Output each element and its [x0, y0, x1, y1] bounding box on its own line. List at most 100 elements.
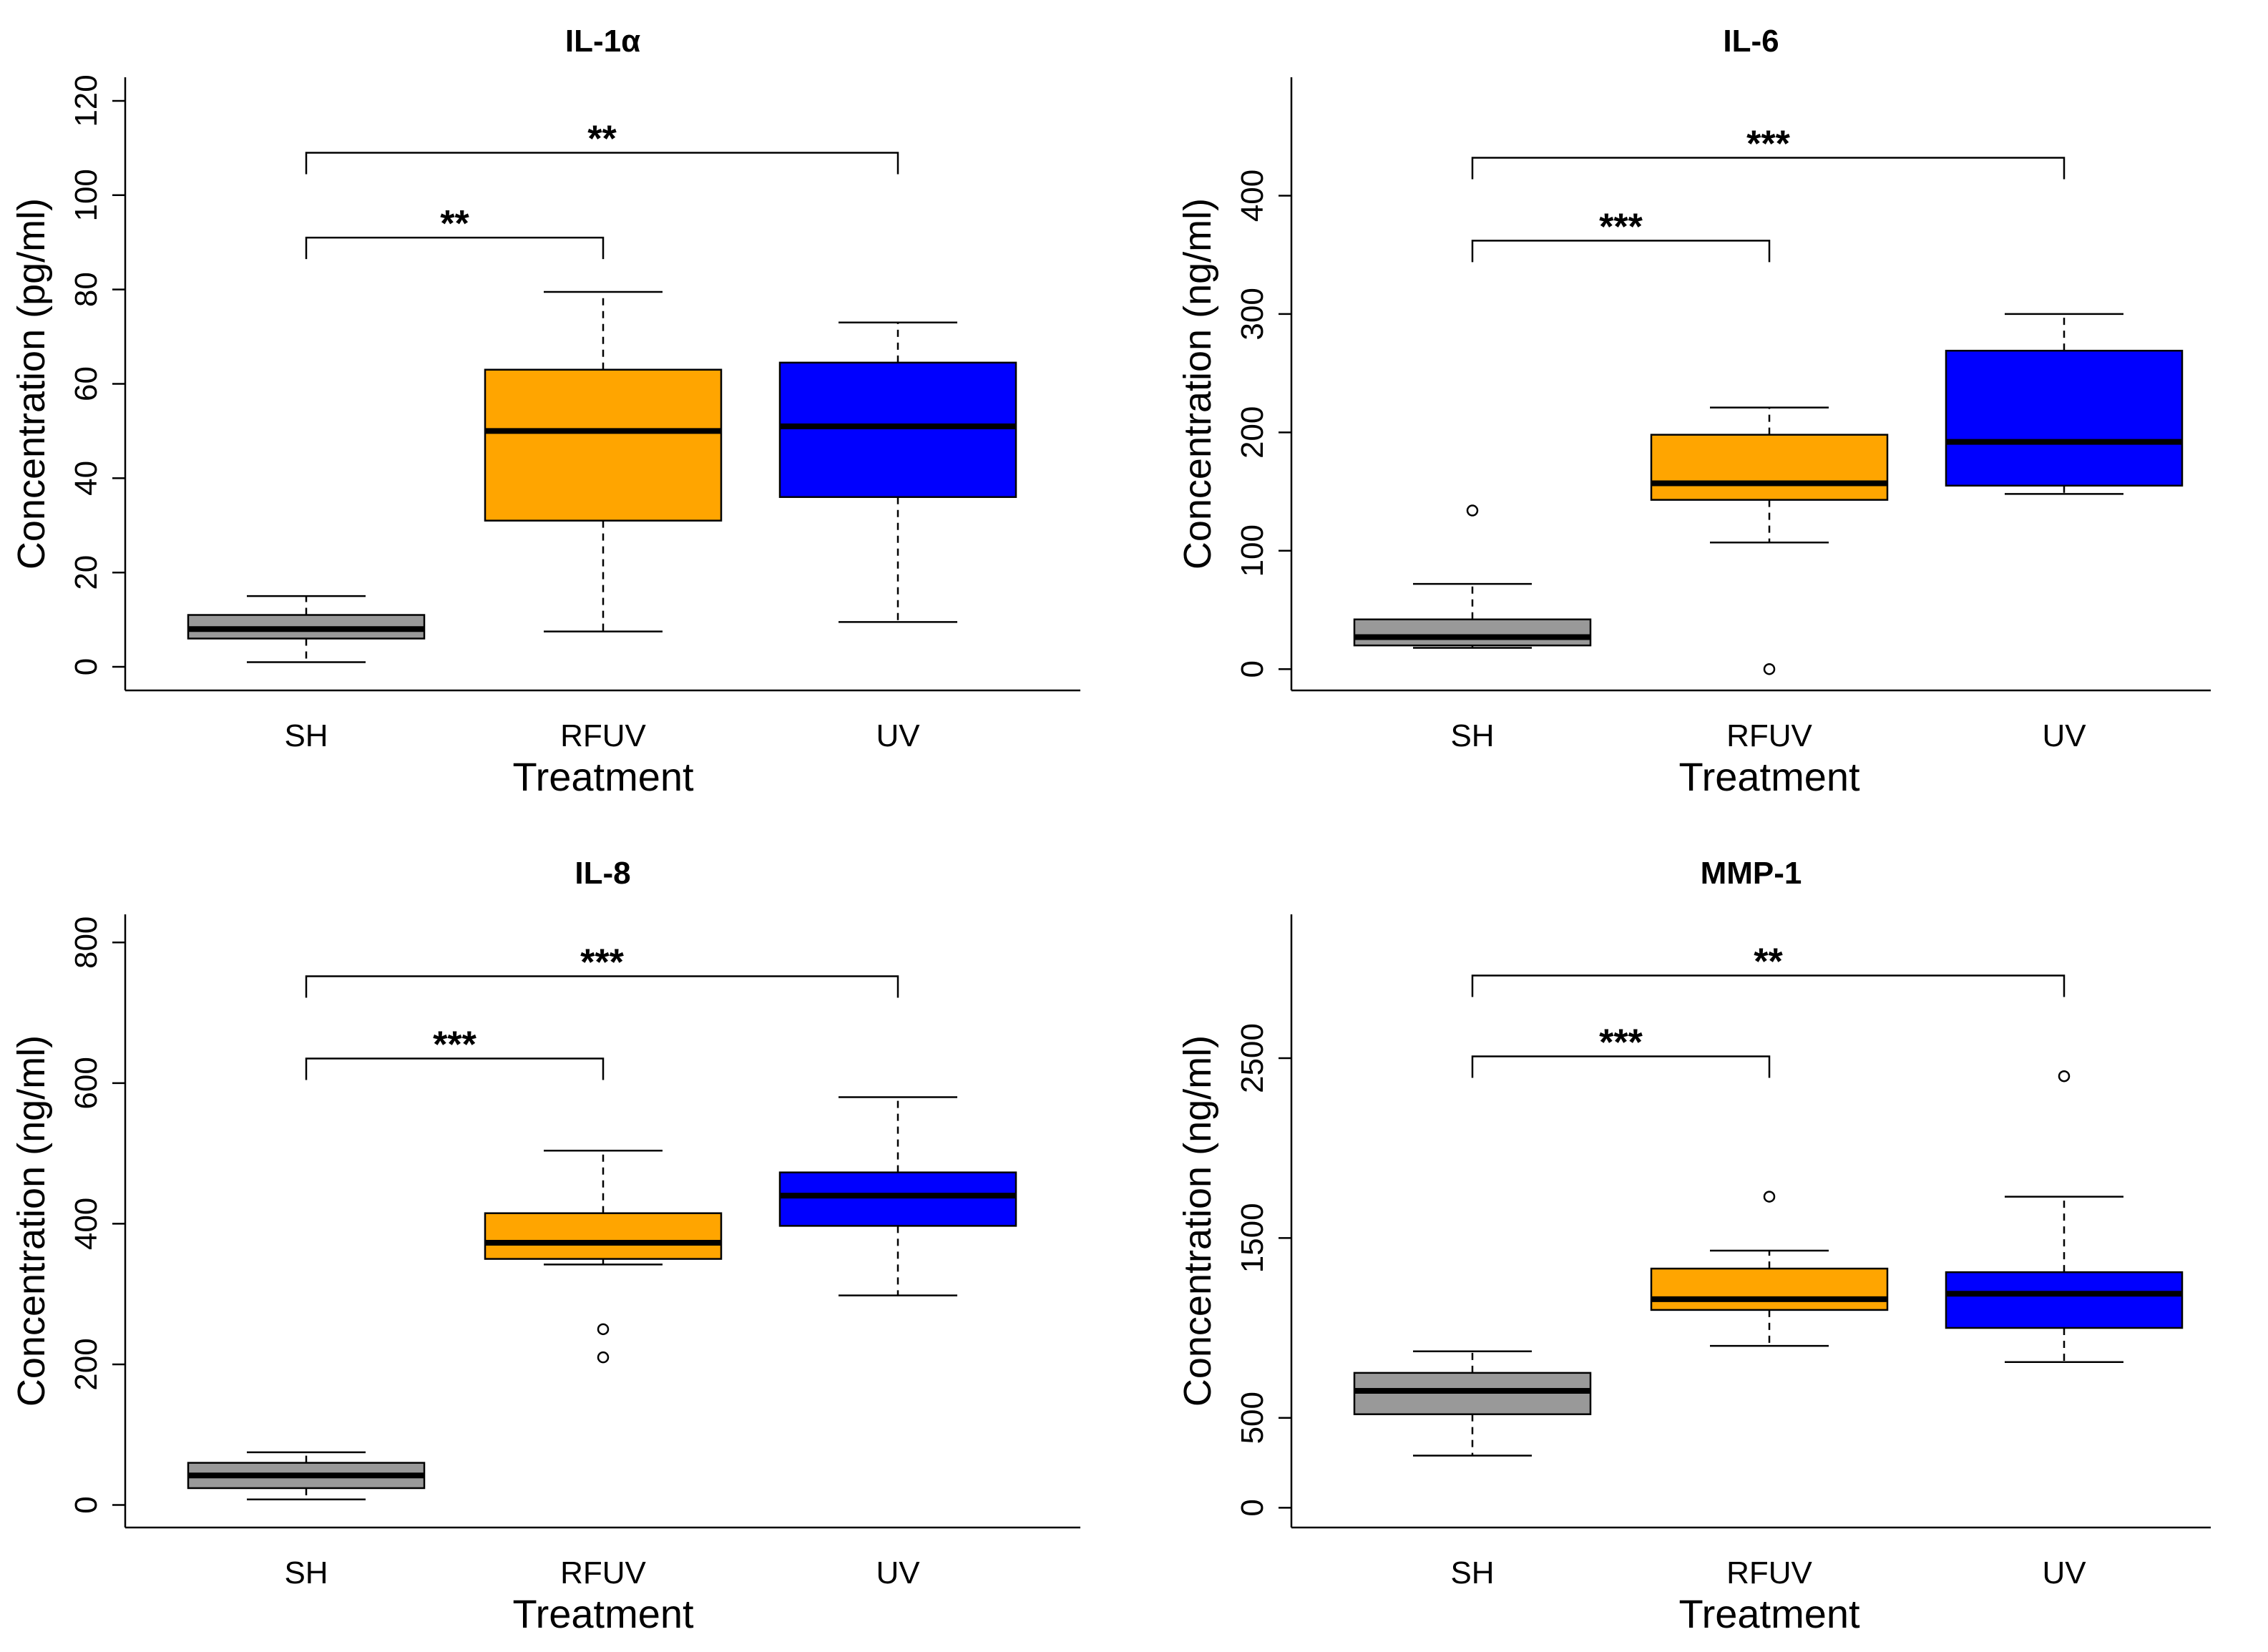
significance-label: ***: [1599, 206, 1643, 248]
x-tick-label: RFUV: [560, 1555, 646, 1590]
y-tick-label: 300: [1235, 288, 1270, 340]
x-tick-label: UV: [2042, 1555, 2086, 1590]
significance-label: ***: [433, 1024, 476, 1065]
x-tick-label: SH: [284, 718, 328, 753]
y-tick-label: 600: [69, 1057, 104, 1109]
outlier-point: [597, 1323, 610, 1336]
y-tick-label: 0: [69, 1496, 104, 1513]
y-tick-label: 100: [69, 169, 104, 221]
box-rfuv: [484, 1149, 723, 1364]
chart-title: MMP-1: [1701, 856, 1802, 891]
x-tick-label: UV: [876, 718, 920, 753]
box-rfuv: [484, 290, 723, 632]
bracket-line: [305, 1057, 605, 1080]
outlier-point: [597, 1351, 610, 1364]
box-iqr: [1945, 1271, 2184, 1329]
x-axis-label: Treatment: [512, 1591, 694, 1636]
significance-label: **: [587, 118, 617, 160]
box-sh: [1353, 504, 1592, 649]
box-iqr: [484, 1212, 723, 1260]
y-axis-label: Concentration (ng/ml): [10, 1035, 53, 1407]
box-iqr: [778, 1171, 1017, 1227]
y-tick-label: 40: [69, 461, 104, 496]
y-tick-label: 100: [1235, 524, 1270, 577]
y-tick-label: 60: [69, 366, 104, 401]
bracket-line: [305, 236, 605, 260]
box-rfuv: [1650, 1191, 1889, 1347]
bracket-line: [1471, 157, 2066, 180]
significance-bracket: **: [1471, 941, 2066, 997]
y-tick-label: 400: [69, 1198, 104, 1250]
significance-label: **: [1754, 941, 1783, 982]
bracket-line: [1471, 240, 1771, 263]
significance-label: **: [440, 203, 469, 245]
y-tick-label: 20: [69, 555, 104, 590]
box-iqr: [1353, 618, 1592, 647]
x-tick-label: SH: [1450, 718, 1494, 753]
y-tick-label: 80: [69, 272, 104, 307]
y-tick-label: 400: [1235, 170, 1270, 222]
outlier-point: [2058, 1070, 2071, 1082]
x-tick-label: UV: [876, 1555, 920, 1590]
bracket-line: [305, 975, 899, 998]
bracket-line: [1471, 1055, 1771, 1078]
chart-panel-3: IL-8 0 200 400 600 800 Concentration (ng/ml) SH…: [10, 856, 1080, 1636]
chart-panel-4: MMP-1 0 500 1500 2500 Concentration (ng/ml) SH…: [1176, 856, 2211, 1636]
chart-title: IL-8: [575, 856, 630, 891]
outlier-point: [1763, 663, 1776, 675]
box-uv: [778, 1096, 1017, 1296]
bracket-line: [1471, 974, 2066, 997]
outlier-point: [1466, 504, 1479, 517]
box-iqr: [1945, 349, 2184, 487]
chart-title: IL-1α: [565, 24, 640, 59]
box-rfuv: [1650, 406, 1889, 675]
box-uv: [778, 321, 1017, 623]
x-tick-label: RFUV: [560, 718, 646, 753]
box-sh: [187, 1451, 426, 1500]
y-tick-label: 120: [69, 74, 104, 127]
x-axis-label: Treatment: [1678, 1591, 1860, 1636]
y-tick-label: 1500: [1235, 1203, 1270, 1273]
y-tick-label: 500: [1235, 1392, 1270, 1444]
y-tick-label: 200: [69, 1338, 104, 1390]
chart-panel-2: IL-6 0 100 200 300 400 Concentration (ng/ml) SH…: [1176, 24, 2211, 799]
x-tick-label: UV: [2042, 718, 2086, 753]
y-tick-label: 200: [1235, 406, 1270, 459]
significance-bracket: ***: [305, 1024, 605, 1080]
bracket-line: [305, 152, 899, 175]
significance-bracket: ***: [1471, 124, 2066, 180]
y-tick-label: 0: [69, 658, 104, 675]
y-tick-label: 800: [69, 917, 104, 969]
box-iqr: [1650, 434, 1889, 501]
x-tick-label: RFUV: [1726, 718, 1812, 753]
significance-bracket: ***: [1471, 1022, 1771, 1078]
box-iqr: [1650, 1267, 1889, 1311]
x-tick-label: SH: [1450, 1555, 1494, 1590]
outlier-point: [1763, 1191, 1776, 1203]
y-axis-label: Concentration (ng/ml): [1176, 198, 1219, 570]
x-tick-label: RFUV: [1726, 1555, 1812, 1590]
chart-panel-1: IL-1α 0 20 40 60 80 100 120 Concentration (pg/ml…: [10, 24, 1080, 799]
significance-label: ***: [1746, 124, 1790, 165]
box-iqr: [484, 368, 723, 522]
x-tick-label: SH: [284, 1555, 328, 1590]
box-sh: [1353, 1350, 1592, 1457]
chart-title: IL-6: [1723, 24, 1779, 59]
y-axis-label: Concentration (ng/ml): [1176, 1035, 1219, 1407]
box-sh: [187, 595, 426, 663]
significance-bracket: ***: [305, 942, 899, 998]
box-uv: [1945, 1070, 2184, 1364]
significance-bracket: **: [305, 203, 605, 260]
significance-bracket: **: [305, 118, 899, 175]
significance-label: ***: [1599, 1022, 1643, 1064]
y-tick-label: 0: [1235, 660, 1270, 678]
y-tick-label: 0: [1235, 1499, 1270, 1516]
y-axis-label: Concentration (pg/ml): [10, 198, 53, 570]
significance-bracket: ***: [1471, 206, 1771, 263]
y-tick-label: 2500: [1235, 1023, 1270, 1093]
box-iqr: [778, 361, 1017, 498]
box-uv: [1945, 313, 2184, 495]
x-axis-label: Treatment: [1678, 754, 1860, 799]
x-axis-label: Treatment: [512, 754, 694, 799]
